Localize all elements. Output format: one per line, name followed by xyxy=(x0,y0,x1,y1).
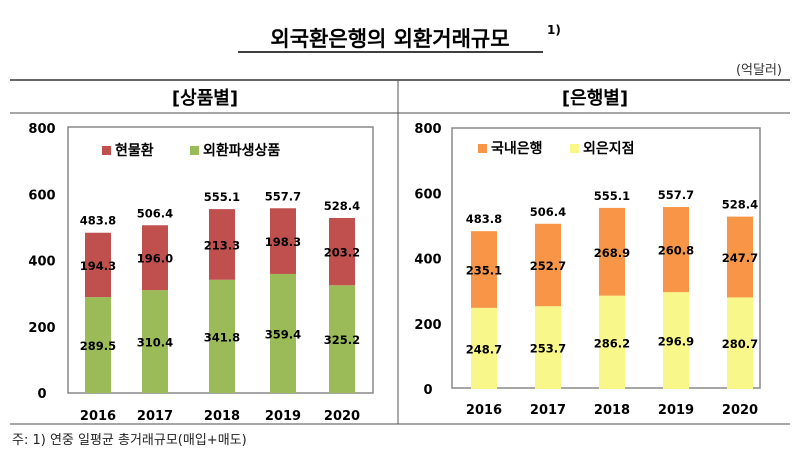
y-tick-label: 0 xyxy=(37,387,46,402)
legend-label: 국내은행 xyxy=(491,141,543,157)
bar-segment xyxy=(599,207,625,296)
total-label: 528.4 xyxy=(324,199,360,213)
data-label: 235.1 xyxy=(466,264,502,278)
x-tick-label: 2016 xyxy=(466,403,502,418)
total-label: 483.8 xyxy=(466,212,502,226)
legend-swatch xyxy=(102,146,111,155)
total-label: 483.8 xyxy=(80,214,116,228)
bar-segment xyxy=(270,273,296,393)
data-label: 253.7 xyxy=(530,342,566,356)
y-tick-label: 800 xyxy=(28,122,55,137)
legend-swatch xyxy=(570,144,579,153)
product-chart: 0 200 400 600 800 289.5 194.3 483.8 2016 310.4 196… xyxy=(28,122,374,424)
y-tick-label: 200 xyxy=(414,318,441,333)
legend-label: 외환파생상품 xyxy=(203,142,280,159)
bar-segment xyxy=(471,231,497,308)
total-label: 528.4 xyxy=(722,198,758,212)
y-tick-label: 600 xyxy=(28,188,55,203)
bar-segment xyxy=(209,279,235,393)
data-label: 310.4 xyxy=(137,336,173,350)
data-label: 286.2 xyxy=(594,336,630,350)
data-label: 198.3 xyxy=(265,235,301,249)
bar-segment xyxy=(599,295,625,389)
bar-segment xyxy=(209,209,235,280)
legend-swatch xyxy=(190,146,199,155)
bar-segment xyxy=(142,290,168,393)
bar-segment xyxy=(727,216,753,298)
x-tick-label: 2016 xyxy=(80,409,116,424)
panel-title-bank: [은행별] xyxy=(562,88,628,109)
x-tick-label: 2020 xyxy=(722,403,758,418)
title-superscript: 1) xyxy=(547,23,561,37)
y-tick-label: 600 xyxy=(414,187,441,202)
x-tick-label: 2017 xyxy=(137,409,173,424)
panel-title-product: [상품별] xyxy=(172,88,238,109)
total-label: 506.4 xyxy=(530,205,566,219)
y-tick-label: 0 xyxy=(423,383,432,398)
y-tick-label: 200 xyxy=(28,321,55,336)
x-tick-label: 2018 xyxy=(204,409,240,424)
data-label: 289.5 xyxy=(80,339,116,353)
data-label: 280.7 xyxy=(722,337,758,351)
x-tick-label: 2018 xyxy=(594,403,630,418)
x-tick-label: 2017 xyxy=(530,403,566,418)
data-label: 296.9 xyxy=(658,335,694,349)
data-label: 196.0 xyxy=(137,252,173,266)
y-tick-label: 400 xyxy=(414,253,441,268)
total-label: 555.1 xyxy=(594,189,630,203)
bar-segment xyxy=(535,223,561,307)
x-tick-label: 2019 xyxy=(265,409,301,424)
bar-segment xyxy=(270,208,296,274)
bar-segment xyxy=(535,306,561,389)
legend-label: 외은지점 xyxy=(583,140,635,157)
total-label: 557.7 xyxy=(658,188,694,202)
bar-segment xyxy=(663,207,689,293)
bar-segment xyxy=(329,285,355,393)
data-label: 213.3 xyxy=(204,238,240,252)
bar-segment xyxy=(85,232,111,298)
total-label: 506.4 xyxy=(137,206,173,220)
legend-swatch xyxy=(478,144,487,153)
bar-segment xyxy=(329,217,355,286)
data-label: 194.3 xyxy=(80,259,116,273)
data-label: 325.2 xyxy=(324,333,360,347)
bar-segment xyxy=(727,297,753,389)
bank-chart: 0 200 400 600 800 248.7 235.1 483.8 2016 253.7 252… xyxy=(414,122,761,418)
legend-label: 현물환 xyxy=(115,142,154,159)
data-label: 268.9 xyxy=(594,246,630,260)
bar-segment xyxy=(663,292,689,389)
y-tick-label: 800 xyxy=(414,122,441,137)
data-label: 247.7 xyxy=(722,251,758,265)
x-tick-label: 2019 xyxy=(658,403,694,418)
bar-segment xyxy=(142,225,168,291)
bar-segment xyxy=(85,297,111,393)
footnote: 주: 1) 연중 일평균 총거래규모(매입+매도) xyxy=(12,433,247,448)
data-label: 341.8 xyxy=(204,330,240,344)
data-label: 359.4 xyxy=(265,327,301,341)
data-label: 248.7 xyxy=(466,342,502,356)
figure-title: 외국환은행의 외환거래규모 xyxy=(270,27,509,51)
total-label: 557.7 xyxy=(265,189,301,203)
y-tick-label: 400 xyxy=(28,255,55,270)
x-tick-label: 2020 xyxy=(324,409,360,424)
total-label: 555.1 xyxy=(204,190,240,204)
data-label: 203.2 xyxy=(324,246,360,260)
bar-segment xyxy=(471,307,497,389)
unit-label: (억달러) xyxy=(736,63,782,78)
data-label: 252.7 xyxy=(530,259,566,273)
data-label: 260.8 xyxy=(658,244,694,258)
